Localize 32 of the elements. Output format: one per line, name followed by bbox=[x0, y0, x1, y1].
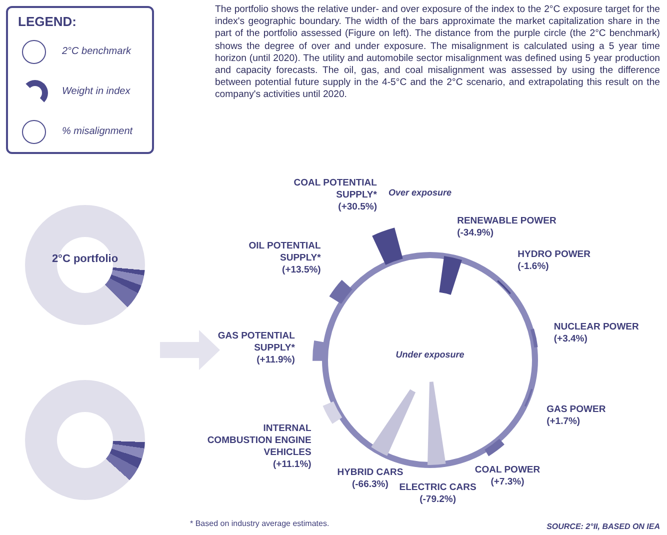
category-label: NUCLEAR POWER bbox=[554, 321, 639, 332]
data-label: (+7.3%) bbox=[490, 476, 524, 488]
text: 2°C portfolio bbox=[50, 253, 120, 265]
text: Under exposure bbox=[396, 349, 464, 360]
data-label: (+3.4%) bbox=[554, 333, 588, 344]
source-note: SOURCE: 2°II, BASED ON IEA bbox=[546, 522, 660, 532]
data-label: (+13.5%) bbox=[282, 264, 321, 276]
category-label: COAL POWER bbox=[474, 464, 540, 476]
data-label: (+11.9%) bbox=[256, 354, 295, 366]
data-label: (-79.2%) bbox=[420, 494, 456, 506]
data-label: (+11.1%) bbox=[273, 458, 312, 470]
data-label: (-66.3%) bbox=[352, 478, 388, 490]
category-label: RENEWABLE POWER bbox=[457, 215, 556, 226]
category-label: HYBRID CARS bbox=[337, 466, 404, 478]
data-label: (+1.7%) bbox=[546, 416, 580, 427]
text: The portfolio shows the relative under- and over exposure of the index to the 2°C exposure target for the index's geographic boundary. The width of the bars approximate the market capitalization share in the part of the portfolio assessed (Figure on left). The distance from the purple circle (the 2°C benchmark) shows the degree of over and under exposure. The misalignment is calculated using a 5 year time horizon (until 2020). The utility and automobile sector misalignment was defined using 5 year production and capacity forecasts. The oil, gas, and coal misalignment was assessed by using the difference between potential future supply in the 4-5°C and the 2°C scenario, and extrapolating this result on the company's activities until 2020. bbox=[215, 4, 660, 102]
category-label: HYDRO POWER bbox=[518, 249, 591, 260]
text: * Based on industry average estimates. bbox=[190, 519, 330, 528]
data-label: (-34.9%) bbox=[457, 227, 494, 238]
text: 2°C benchmark bbox=[62, 46, 132, 57]
category-label: OIL POTENTIAL SUPPLY* bbox=[248, 240, 322, 264]
text: Over exposure bbox=[388, 187, 452, 198]
category-label: GAS POWER bbox=[546, 404, 606, 415]
category-label: COAL POTENTIAL SUPPLY* bbox=[294, 178, 378, 201]
data-label: (+30.5%) bbox=[338, 202, 377, 213]
legend-title: LEGEND: bbox=[18, 14, 76, 29]
category-label: GAS POTENTIAL SUPPLY* bbox=[218, 330, 296, 354]
data-label: (-1.6%) bbox=[518, 261, 549, 272]
text: % misalignment bbox=[62, 126, 133, 137]
category-label: ELECTRIC CARS bbox=[399, 482, 476, 494]
text: Weight in index bbox=[62, 86, 130, 97]
category-label: INTERNAL COMBUSTION ENGINE VEHICLES bbox=[207, 422, 312, 458]
